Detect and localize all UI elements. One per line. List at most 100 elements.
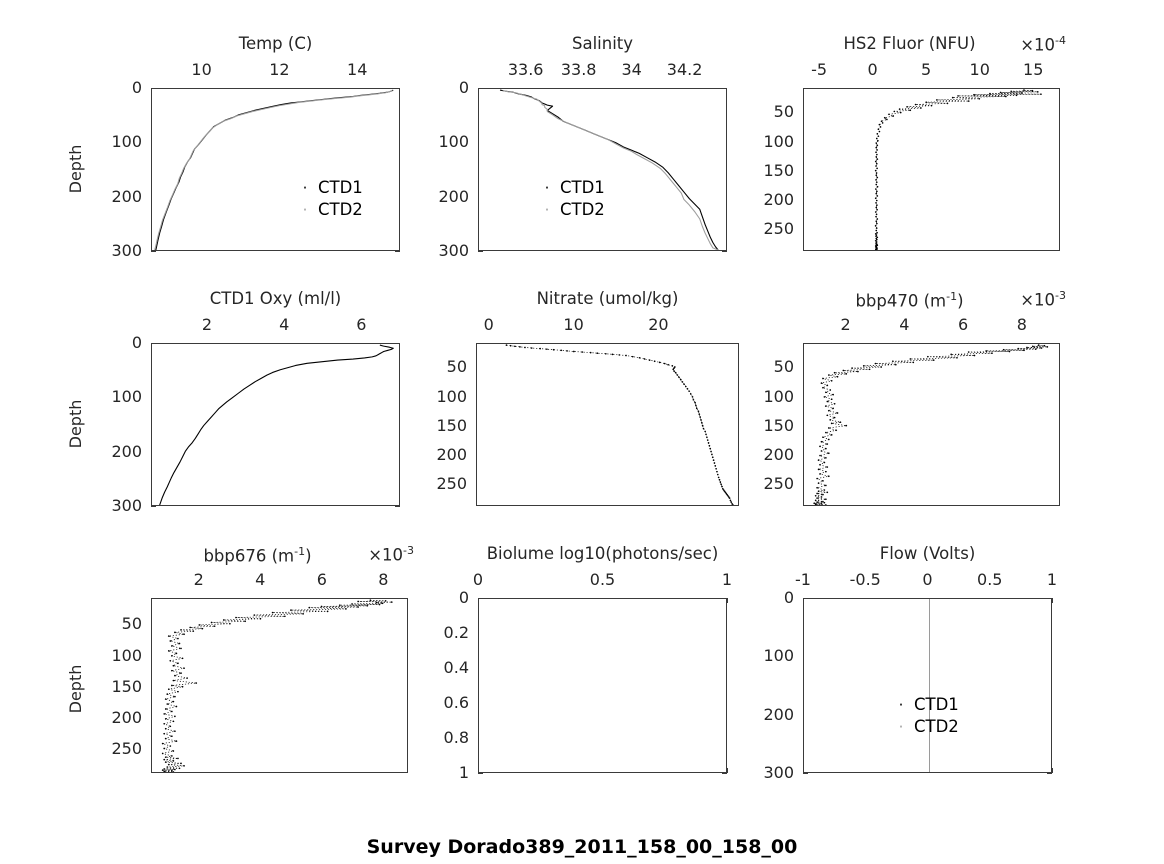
ytick-label-bbp676-0: 50 xyxy=(121,614,142,634)
ytick-label-bbp676-4: 250 xyxy=(111,739,142,759)
legend-label-ctd2: CTD2 xyxy=(560,199,605,219)
legend-entry-flow-ctd2: · CTD2 xyxy=(888,716,959,738)
legend-marker-ctd2: · xyxy=(302,200,308,219)
exponent-label-bbp676: ×10-3 xyxy=(368,544,414,565)
ytick-label-nitrate-1: 100 xyxy=(436,386,467,406)
exponent-label-bbp470: ×10-3 xyxy=(1020,289,1066,310)
legend-marker-ctd1: · xyxy=(544,178,550,197)
ytick-label-oxy-2: 200 xyxy=(111,441,142,461)
ytick-label-oxy-1: 100 xyxy=(111,387,142,407)
data-trace-nitrate xyxy=(505,344,734,505)
panel-title-temp: Temp (C) xyxy=(238,34,313,53)
data-trace-bbp470 xyxy=(813,344,1049,505)
data-trace-salinity xyxy=(499,89,719,250)
data-trace-temp xyxy=(154,89,394,250)
legend-entry-temp-ctd2: · CTD2 xyxy=(292,199,363,221)
exponent-label-hs2fluor: ×10-4 xyxy=(1020,34,1066,55)
ytick-mark-left-oxy-3 xyxy=(151,506,156,507)
ytick-label-flow-1: 100 xyxy=(763,646,794,666)
panel-biolume: Biolume log10(photons/sec) 0 0.5 1 0 0.2 0.4 0.… xyxy=(444,545,733,780)
xtick-label-temp-2: 14 xyxy=(347,60,368,79)
ytick-label-temp-1: 100 xyxy=(111,132,142,152)
xtick-label-bbp676-0: 2 xyxy=(193,570,204,589)
panel-temp: Temp (C) 10 12 14 0 100 200 300 · CTD1 · CTD2 xyxy=(111,35,400,259)
ytick-label-flow-0: 0 xyxy=(783,588,794,607)
xtick-label-hs2fluor-2: 5 xyxy=(921,60,932,79)
data-trace-oxy xyxy=(159,344,394,505)
ytick-label-hs2fluor-2: 150 xyxy=(763,160,794,180)
panel-title-nitrate: Nitrate (umol/kg) xyxy=(536,289,679,308)
ytick-label-temp-0: 0 xyxy=(131,78,142,97)
xtick-label-hs2fluor-3: 10 xyxy=(969,60,990,79)
ytick-label-bbp676-1: 100 xyxy=(111,645,142,665)
xtick-label-bbp676-3: 8 xyxy=(378,570,389,589)
xtick-label-nitrate-0: 0 xyxy=(483,315,494,334)
panel-hs2fluor: HS2 Fluor (NFU) ×10-4 -5 0 5 10 15 50 100 150 200 2… xyxy=(763,35,1066,251)
xtick-mark-bottom-flow-4 xyxy=(1052,768,1053,773)
ytick-label-hs2fluor-3: 200 xyxy=(763,189,794,209)
xtick-label-flow-4: 1 xyxy=(1046,570,1058,589)
axes-box-nitrate xyxy=(476,343,739,506)
ytick-label-nitrate-0: 50 xyxy=(446,357,467,377)
xtick-label-bbp470-1: 4 xyxy=(899,315,910,334)
axes-box-bbp470 xyxy=(803,343,1060,506)
ytick-label-nitrate-2: 150 xyxy=(436,415,467,435)
xtick-mark-top-biolume-2 xyxy=(727,598,728,603)
ylabel-depth-row1: Depth xyxy=(66,144,85,194)
xtick-label-bbp676-1: 4 xyxy=(255,570,266,589)
ytick-label-bbp676-3: 200 xyxy=(111,708,142,727)
xtick-label-oxy-0: 2 xyxy=(201,315,213,334)
panel-nitrate: Nitrate (umol/kg) 0 10 20 50 100 150 200 250 xyxy=(436,290,739,506)
xtick-mark-top-flow-4 xyxy=(1052,598,1053,603)
panel-bbp470: bbp470 (m-1) ×10-3 2 4 6 8 50 100 150 200 250 xyxy=(763,290,1066,506)
axes-box-biolume xyxy=(478,598,727,773)
legend-label-ctd1: CTD1 xyxy=(318,177,363,197)
xtick-label-biolume-0: 0 xyxy=(472,570,484,589)
legend-label-ctd2: CTD2 xyxy=(914,716,959,736)
legend-entry-flow-ctd1: · CTD1 xyxy=(888,694,959,716)
ytick-label-biolume-0: 0 xyxy=(458,588,469,607)
xtick-label-flow-1: -0.5 xyxy=(849,570,881,589)
xtick-label-temp-0: 10 xyxy=(191,60,212,79)
ytick-label-bbp470-1: 100 xyxy=(763,386,794,406)
ytick-mark-left-biolume-5 xyxy=(478,773,483,774)
xtick-label-hs2fluor-4: 15 xyxy=(1023,60,1044,79)
ytick-label-hs2fluor-0: 50 xyxy=(773,102,794,122)
xtick-label-salinity-0: 33.6 xyxy=(507,60,544,79)
ytick-label-nitrate-4: 250 xyxy=(436,473,467,493)
ytick-label-biolume-4: 0.8 xyxy=(443,728,469,747)
ytick-label-nitrate-3: 200 xyxy=(436,444,467,464)
data-trace-bbp676 xyxy=(161,599,393,772)
xtick-label-hs2fluor-0: -5 xyxy=(811,60,828,79)
legend-marker-ctd1: · xyxy=(898,695,904,714)
ytick-label-hs2fluor-1: 100 xyxy=(763,131,794,151)
ytick-label-temp-2: 200 xyxy=(111,186,142,206)
ytick-label-bbp470-3: 200 xyxy=(763,444,794,464)
figure-title: Survey Dorado389_2011_158_00_158_00 xyxy=(366,836,798,858)
axes-box-bbp676 xyxy=(151,598,408,773)
ylabel-depth-row3: Depth xyxy=(66,664,85,714)
panel-title-biolume: Biolume log10(photons/sec) xyxy=(486,544,719,563)
ytick-label-hs2fluor-4: 250 xyxy=(763,218,794,238)
legend-entry-salinity-ctd1: · CTD1 xyxy=(534,177,605,199)
legend-marker-ctd2: · xyxy=(898,717,904,736)
ytick-label-bbp470-4: 250 xyxy=(763,473,794,493)
ytick-label-biolume-5: 1 xyxy=(458,763,469,782)
xtick-label-flow-0: -1 xyxy=(795,570,811,589)
data-trace-hs2fluor xyxy=(874,89,1042,250)
panel-flow: Flow (Volts) -1 -0.5 0 0.5 1 0 100 200 300 · CTD1 · C… xyxy=(763,545,1057,780)
xtick-label-biolume-2: 1 xyxy=(721,570,733,589)
ytick-label-flow-3: 300 xyxy=(763,763,794,782)
ytick-mark-right-temp-3 xyxy=(395,251,400,252)
panel-title-hs2fluor: HS2 Fluor (NFU) xyxy=(843,34,976,53)
ytick-mark-right-flow-3 xyxy=(1047,773,1052,774)
xtick-label-bbp470-2: 6 xyxy=(957,315,969,334)
ytick-label-biolume-3: 0.6 xyxy=(443,693,469,712)
legend-flow: · CTD1 · CTD2 xyxy=(888,694,959,738)
legend-label-ctd2: CTD2 xyxy=(318,199,363,219)
xtick-label-oxy-2: 6 xyxy=(356,315,367,334)
axes-box-flow: · CTD1 · CTD2 xyxy=(803,598,1052,773)
ytick-label-salinity-2: 200 xyxy=(438,186,469,206)
panel-title-salinity: Salinity xyxy=(571,34,634,53)
